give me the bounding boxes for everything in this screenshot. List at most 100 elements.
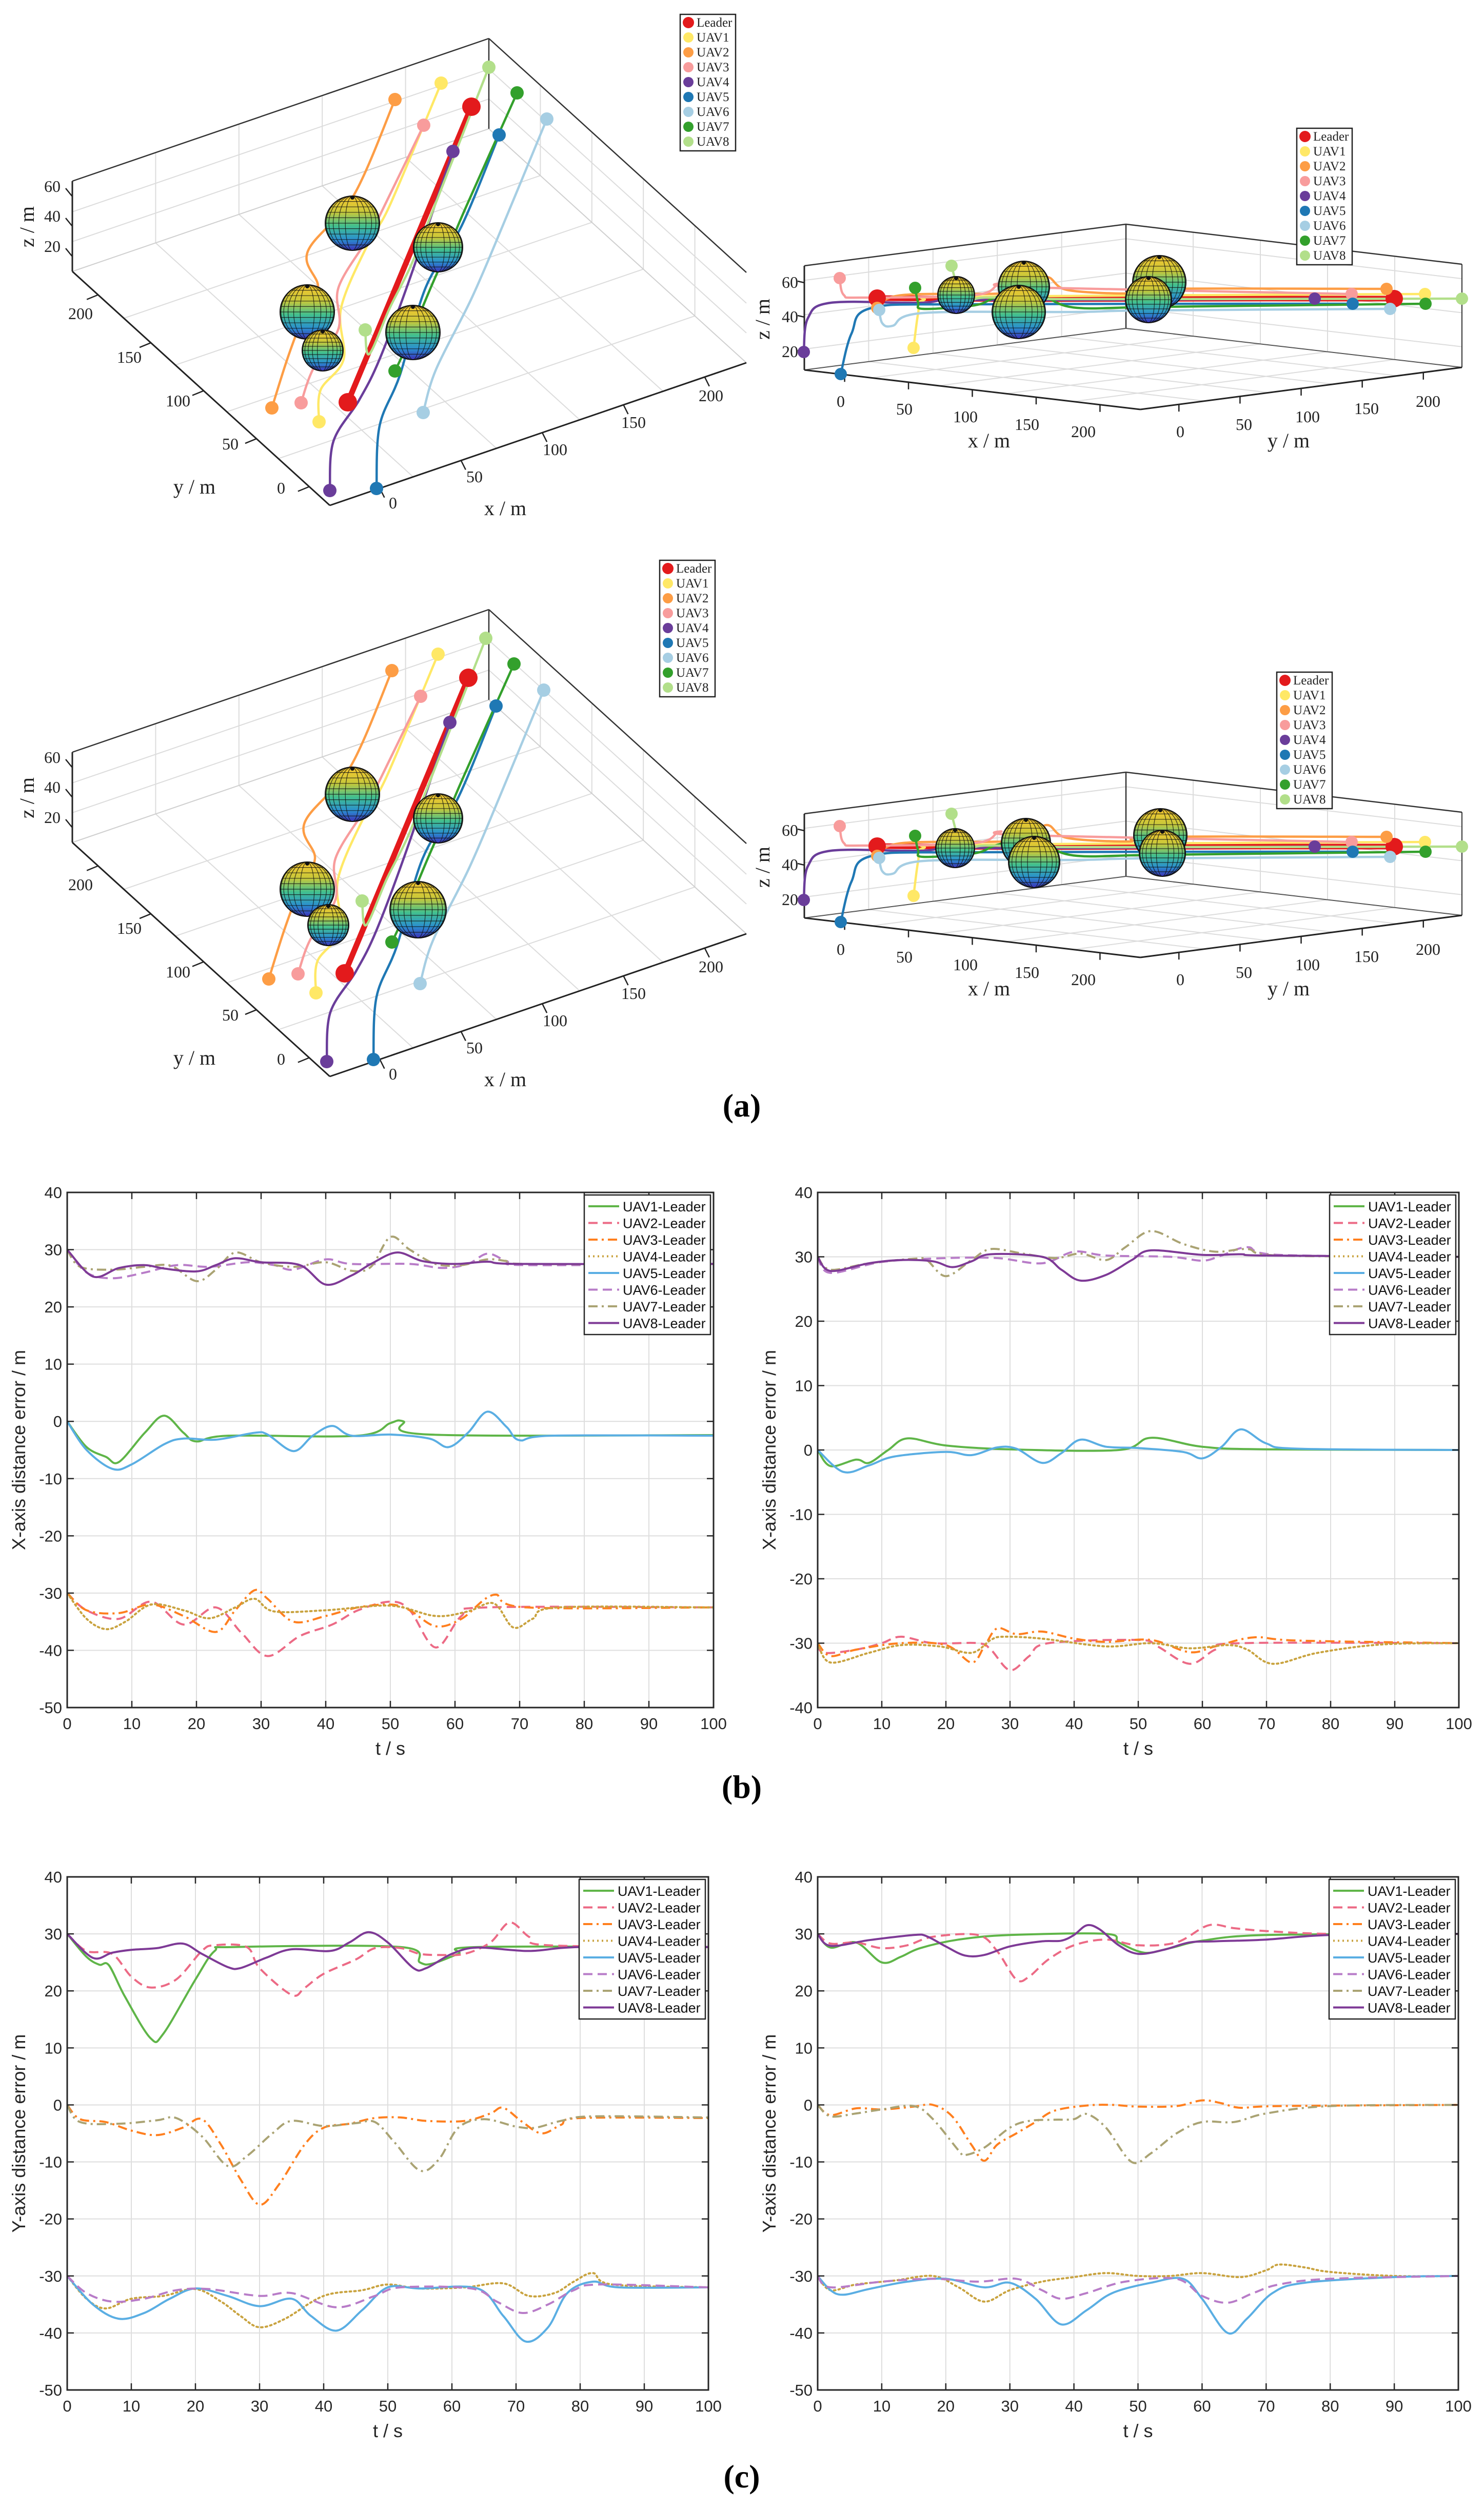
z-tick-label: 40	[782, 855, 798, 874]
box-edge	[72, 37, 489, 182]
legend-marker-icon	[683, 92, 694, 102]
legend-label: UAV8-Leader	[1368, 2001, 1451, 2016]
legend-marker-icon	[1300, 146, 1310, 156]
y-tick-label: 10	[795, 2039, 813, 2057]
y-axis	[71, 270, 331, 506]
x-tick-label: 150	[621, 984, 646, 1003]
grid-line	[175, 222, 592, 366]
z-tick-label: 60	[782, 821, 798, 839]
y-tick-label: -50	[39, 2381, 62, 2399]
x-error-chart-right: 0 10 20 30 40 50 60 70 80 90 100 -40 -30 -20 -10 0 10 20 3…	[759, 1184, 1472, 1759]
y-tick	[298, 486, 310, 492]
trajectories	[802, 812, 1463, 924]
x-tick-label: 50	[896, 948, 913, 966]
series-line-uav1-leader	[818, 1932, 1458, 1964]
x-tick	[460, 460, 466, 470]
x-tick-label: 150	[1015, 963, 1039, 982]
start-marker-uav6	[417, 406, 430, 419]
start-marker-uav2	[265, 401, 279, 415]
x-tick-label: 70	[1258, 1715, 1275, 1733]
legend-label: Leader	[1293, 674, 1329, 688]
grid-line	[938, 343, 1261, 386]
y-tick-label: 20	[45, 1298, 62, 1316]
y-tick-label: 150	[1354, 399, 1379, 418]
legend-marker-icon	[663, 593, 673, 603]
y-axis-label: y / m	[173, 475, 215, 498]
end-marker-uav6	[1384, 851, 1396, 863]
end-marker-uav1	[1419, 288, 1431, 300]
start-marker-uav5	[370, 482, 383, 495]
end-marker-uav3	[417, 119, 430, 132]
trajectories	[270, 66, 548, 492]
box-edge	[72, 609, 489, 753]
legend-label: UAV4-Leader	[618, 1934, 701, 1949]
y-tick-label: 0	[277, 1050, 285, 1068]
z-tick	[797, 315, 805, 318]
figure-label-c: (c)	[723, 2458, 760, 2496]
legend-label: UAV7-Leader	[623, 1299, 706, 1315]
x-tick	[623, 975, 629, 986]
y-tick-label: -10	[789, 1506, 813, 1524]
y-tick	[245, 1009, 257, 1015]
start-marker-uav7	[909, 830, 921, 842]
box-edge	[804, 328, 1126, 370]
x-tick	[379, 1059, 385, 1069]
y-tick-label: 200	[68, 875, 93, 894]
series-lines	[67, 1236, 714, 1657]
box-edge	[804, 771, 1126, 815]
grid-line	[1125, 238, 1462, 280]
box-edge	[488, 38, 747, 273]
trajectory-plot-top-view-2: 20 40 60 0 50 100 150 200 0 50 100 150 200 y / m x / m…	[15, 559, 747, 1091]
end-marker-uav7	[1419, 298, 1432, 310]
x-tick-label: 0	[837, 392, 845, 410]
legend-marker-icon	[663, 578, 673, 589]
start-marker-uav5	[367, 1053, 380, 1066]
trajectory-uav2	[267, 669, 393, 981]
grid-line	[488, 128, 747, 363]
z-tick	[797, 828, 805, 832]
z-tick-label: 40	[44, 778, 61, 796]
start-marker-uav8	[359, 323, 372, 337]
x-tick-label: 50	[382, 1715, 399, 1733]
y-tick-label: 0	[277, 479, 285, 497]
end-marker-uav8	[1456, 840, 1468, 853]
grid-line	[1061, 884, 1398, 925]
y-tick-label: 30	[795, 1248, 813, 1266]
x-tick-label: 100	[695, 2397, 722, 2415]
legend-marker-icon	[1280, 735, 1290, 745]
series-line-uav8-leader	[67, 1249, 714, 1286]
grid-line	[72, 639, 489, 783]
legend-label: UAV6	[676, 651, 708, 665]
y-tick-label: 150	[117, 919, 142, 937]
legend-label: UAV2	[1293, 703, 1325, 717]
start-marker-uav3	[834, 820, 846, 832]
series-line-uav4-leader	[818, 1635, 1459, 1665]
legend-label: UAV3	[1293, 718, 1325, 732]
legend-marker-icon	[1300, 236, 1310, 246]
y-tick-label: 10	[45, 2039, 62, 2057]
axes-box: 20 40 60 0 50 100 150 200 0 50 100 150 200 x / m y / m…	[751, 223, 1462, 452]
y-tick	[139, 342, 151, 348]
box-edge	[804, 223, 1126, 267]
y-tick-label: 40	[45, 1184, 62, 1202]
z-tick-label: 20	[44, 808, 61, 827]
series-line-uav1-leader	[818, 1437, 1459, 1467]
series-line-uav4-leader	[67, 1592, 714, 1631]
end-marker-uav8	[1456, 292, 1468, 305]
trajectory-plot-side-view-1: 20 40 60 0 50 100 150 200 0 50 100 150 200 x / m y / m…	[751, 127, 1468, 452]
y-tick-label: 200	[1416, 392, 1440, 410]
y-axis-label: Y-axis distance error / m	[759, 2034, 780, 2233]
series-lines	[818, 1230, 1459, 1672]
y-tick-label: -20	[39, 1527, 62, 1545]
legend-marker-icon	[1300, 250, 1310, 261]
trajectory-uav1	[314, 653, 440, 994]
legend-label: UAV8	[1293, 793, 1325, 807]
series-line-uav4-leader	[67, 2272, 708, 2328]
grid-line	[868, 909, 1205, 950]
obstacle-sphere	[325, 767, 380, 822]
trajectory-leader	[342, 675, 471, 976]
legend-label: UAV7-Leader	[618, 1984, 701, 1999]
start-marker-uav2	[262, 972, 275, 986]
legend-label: UAV4	[1313, 189, 1346, 203]
